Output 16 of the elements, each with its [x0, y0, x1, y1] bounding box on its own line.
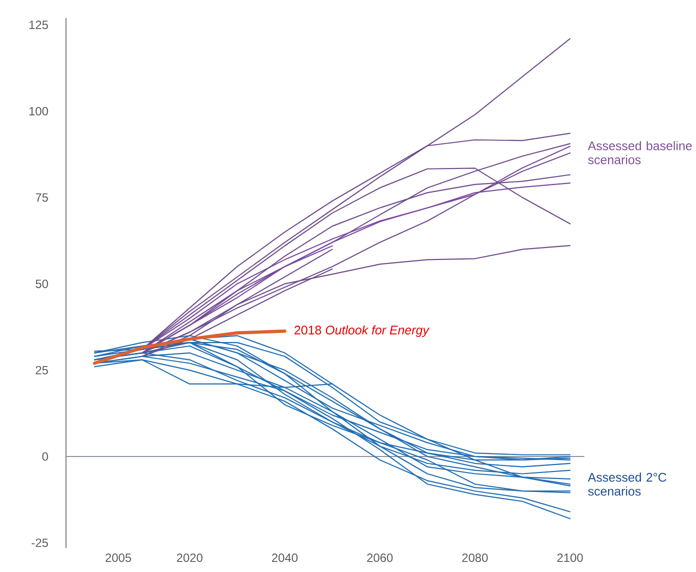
y-tick-label: 100: [29, 106, 48, 116]
y-tick-label: 50: [36, 280, 48, 288]
y-tick-label: 0: [42, 452, 48, 461]
series-label: 2018 Outlook for Energy: [294, 325, 430, 337]
x-tick-label: 2020: [176, 554, 202, 562]
y-tick-label: 75: [36, 193, 48, 202]
x-tick-label: 2100: [557, 554, 583, 562]
x-tick-label: 2080: [462, 554, 488, 562]
y-tick-label: 125: [29, 20, 48, 30]
y-tick-label: -25: [32, 538, 48, 548]
y-tick-label: 25: [36, 366, 48, 374]
annotation: Assessed 2°C scenarios: [588, 472, 666, 496]
x-tick-label: 2040: [272, 554, 298, 562]
annotation: Assessed baseline scenarios: [588, 141, 692, 164]
x-tick-label: 2060: [367, 554, 393, 562]
x-tick-label: 2005: [106, 554, 132, 562]
